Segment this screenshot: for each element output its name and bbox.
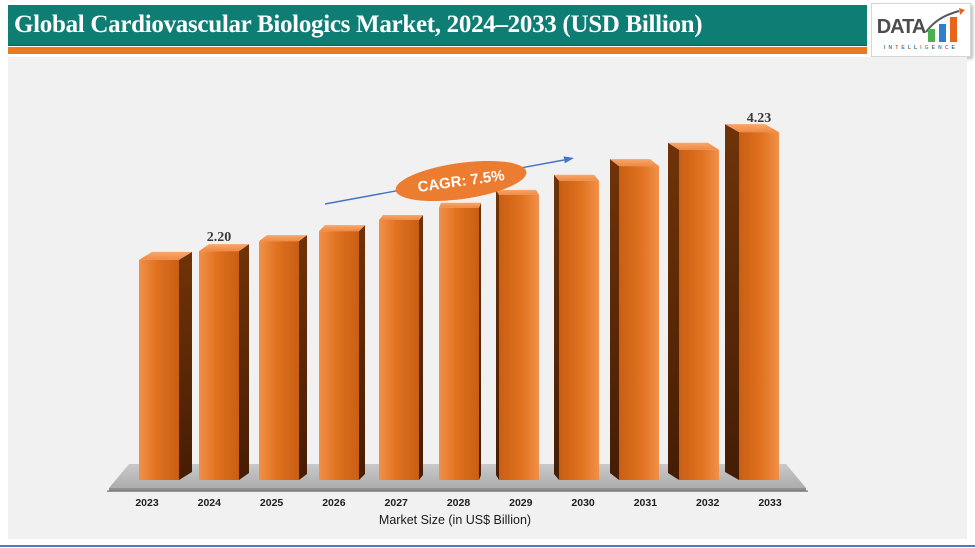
bar-side-face (668, 142, 679, 480)
logo-tagline-letter: N (888, 44, 896, 51)
logo-tagline-letter: L (907, 44, 914, 51)
logo-bars-icon (925, 7, 966, 42)
logo-tagline-letter: I (884, 44, 889, 51)
logo-tagline-letter: I (920, 44, 925, 51)
bar-front-face (619, 166, 659, 481)
bar-front-face (739, 132, 779, 480)
x-tick-2028: 2028 (447, 497, 471, 509)
header-accent-strip (8, 47, 867, 54)
logo-brand-text: DATA (876, 15, 927, 38)
bar-top-face (379, 215, 423, 221)
bar-top-face (668, 142, 719, 150)
bar-side-face (554, 174, 559, 480)
bar-front-face (439, 207, 479, 480)
x-tick-2033: 2033 (758, 497, 782, 509)
bar-side-face (725, 124, 739, 480)
bar-side-face (419, 215, 423, 480)
x-tick-2024: 2024 (198, 497, 222, 509)
bar-2033 (725, 124, 779, 480)
x-tick-2027: 2027 (385, 497, 409, 509)
bar-top-face (725, 124, 779, 133)
logo-tagline-letter: C (944, 44, 952, 51)
bar-front-face (139, 259, 179, 480)
bar-side-face (179, 251, 192, 480)
bar-2030 (554, 174, 599, 480)
bar-top-face (199, 244, 249, 252)
logo-tagline-letter: E (951, 44, 958, 51)
bar-2032 (668, 142, 719, 480)
data-label-2024: 2.20 (207, 230, 232, 245)
cagr-annotation-bubble (395, 160, 527, 202)
logo-tagline-letter: N (938, 44, 945, 51)
data-label-2033: 4.23 (747, 111, 772, 126)
bar-2028 (439, 202, 481, 480)
x-tick-2023: 2023 (135, 497, 159, 509)
bar-2026 (319, 225, 365, 480)
bar-2027 (379, 215, 423, 480)
bar-top-face (439, 202, 481, 208)
x-tick-2031: 2031 (634, 497, 658, 509)
bar-top-face (259, 235, 307, 242)
bar-top-face (139, 251, 192, 260)
bar-side-face (359, 225, 365, 480)
bar-side-face (496, 189, 499, 480)
logo-tagline-letter: T (895, 44, 902, 51)
bar-top-face (319, 225, 365, 232)
bar-side-face (479, 202, 481, 480)
logo-tagline-letter: G (924, 44, 932, 51)
bar-top-face (610, 159, 659, 167)
bar-2023 (139, 251, 192, 480)
chart-floor-edge-line (107, 490, 808, 492)
bar-2025 (259, 235, 307, 480)
page-title: Global Cardiovascular Biologics Market, … (14, 11, 703, 38)
x-tick-2030: 2030 (571, 497, 595, 509)
x-tick-2032: 2032 (696, 497, 720, 509)
brand-logo: DATA INTELLIGENCE (871, 3, 971, 57)
bar-2031 (610, 159, 659, 481)
bar-2029 (496, 189, 539, 480)
trend-arrow-head (563, 156, 574, 164)
x-tick-2025: 2025 (260, 497, 284, 509)
logo-tagline-letter: L (914, 44, 921, 51)
bar-front-face (259, 241, 299, 480)
bar-front-face (199, 251, 239, 480)
header-band: Global Cardiovascular Biologics Market, … (8, 5, 867, 46)
bar-front-face (559, 180, 599, 480)
bar-side-face (239, 244, 249, 480)
logo-tagline-letter: E (931, 44, 939, 51)
chart-floor-edge (109, 488, 806, 491)
logo-brand-row: DATA (876, 7, 966, 44)
bar-top-face (496, 189, 539, 195)
x-tick-2026: 2026 (322, 497, 346, 509)
bottom-border-line (0, 545, 975, 547)
bar-top-face (554, 174, 599, 181)
bar-side-face (299, 235, 307, 480)
bar-front-face (499, 194, 539, 480)
bar-side-face (610, 159, 619, 481)
bar-front-face (379, 220, 419, 480)
logo-tagline-letter: E (901, 44, 908, 51)
x-axis-title: Market Size (in US$ Billion) (379, 513, 531, 527)
bar-2024 (199, 244, 249, 480)
bar-front-face (679, 149, 719, 480)
bar-front-face (319, 231, 359, 480)
x-tick-2029: 2029 (509, 497, 533, 509)
logo-tagline: INTELLIGENCE (884, 45, 958, 51)
